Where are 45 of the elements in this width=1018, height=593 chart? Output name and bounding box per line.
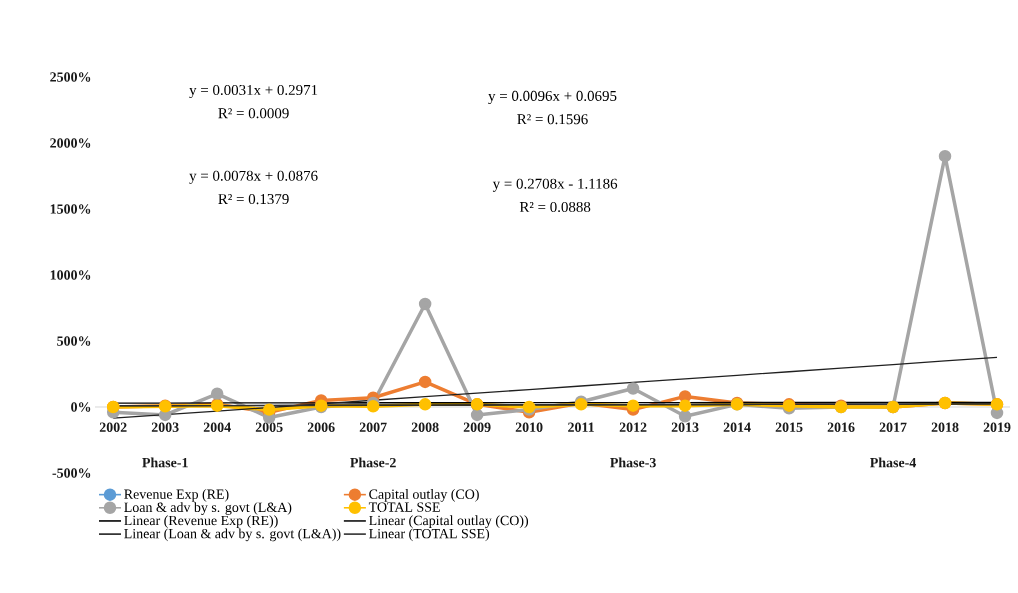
annotation: y = 0.2708x - 1.1186: [492, 178, 618, 192]
y-tick-label: -500%: [52, 468, 91, 478]
annotation: R² = 0.1596: [517, 114, 588, 125]
x-tick-label: 2012: [619, 422, 647, 432]
legend-label: Linear (Revenue Exp (RE)): [124, 515, 278, 529]
y-tick-label: 1500%: [50, 204, 91, 214]
y-tick-label: 500%: [57, 336, 91, 346]
x-tick-label: 2019: [983, 422, 1011, 432]
legend-label: Loan & adv by s. govt (L&A): [124, 502, 292, 515]
x-tick-label: 2009: [463, 422, 491, 432]
y-tick-label: 1000%: [50, 270, 91, 280]
x-tick-label: 2008: [411, 422, 439, 432]
annotation: Phase-1: [142, 457, 188, 468]
legend-label: Linear (TOTAL SSE): [369, 528, 490, 542]
annotation: y = 0.0078x + 0.0876: [189, 170, 318, 184]
legend-label: TOTAL SSE: [368, 502, 440, 512]
y-tick-label: 2500%: [50, 72, 91, 82]
y-tick-label: 0%: [71, 402, 91, 412]
x-tick-label: 2010: [515, 422, 543, 432]
x-tick-label: 2016: [827, 422, 855, 432]
x-tick-label: 2013: [671, 422, 699, 432]
x-tick-label: 2002: [99, 422, 127, 432]
x-tick-label: 2007: [359, 422, 387, 432]
x-tick-label: 2004: [203, 422, 231, 432]
legend-label: Linear (Loan & adv by s. govt (L&A)): [124, 528, 341, 542]
annotation: R² = 0.0009: [218, 108, 289, 119]
annotation: R² = 0.1379: [218, 194, 289, 205]
y-tick-label: 2000%: [50, 138, 91, 148]
annotation: Phase-4: [870, 457, 917, 468]
x-tick-label: 2018: [931, 422, 959, 432]
x-tick-label: 2014: [723, 422, 751, 432]
annotation: R² = 0.0888: [519, 201, 591, 213]
x-tick-label: 2005: [255, 422, 283, 432]
x-tick-label: 2006: [307, 422, 335, 432]
x-tick-label: 2003: [151, 422, 179, 432]
annotation: Phase-3: [610, 457, 656, 468]
x-tick-label: 2015: [775, 422, 803, 432]
x-tick-label: 2011: [568, 422, 594, 432]
annotation: y = 0.0031x + 0.2971: [189, 84, 318, 99]
annotation: Phase-2: [350, 457, 396, 468]
legend-label: Linear (Capital outlay (CO)): [369, 515, 529, 529]
legend-label: Revenue Exp (RE): [124, 489, 229, 502]
annotation: y = 0.0096x + 0.0695: [488, 90, 617, 105]
legend-label: Capital outlay (CO): [369, 489, 479, 502]
x-tick-label: 2017: [879, 422, 907, 432]
